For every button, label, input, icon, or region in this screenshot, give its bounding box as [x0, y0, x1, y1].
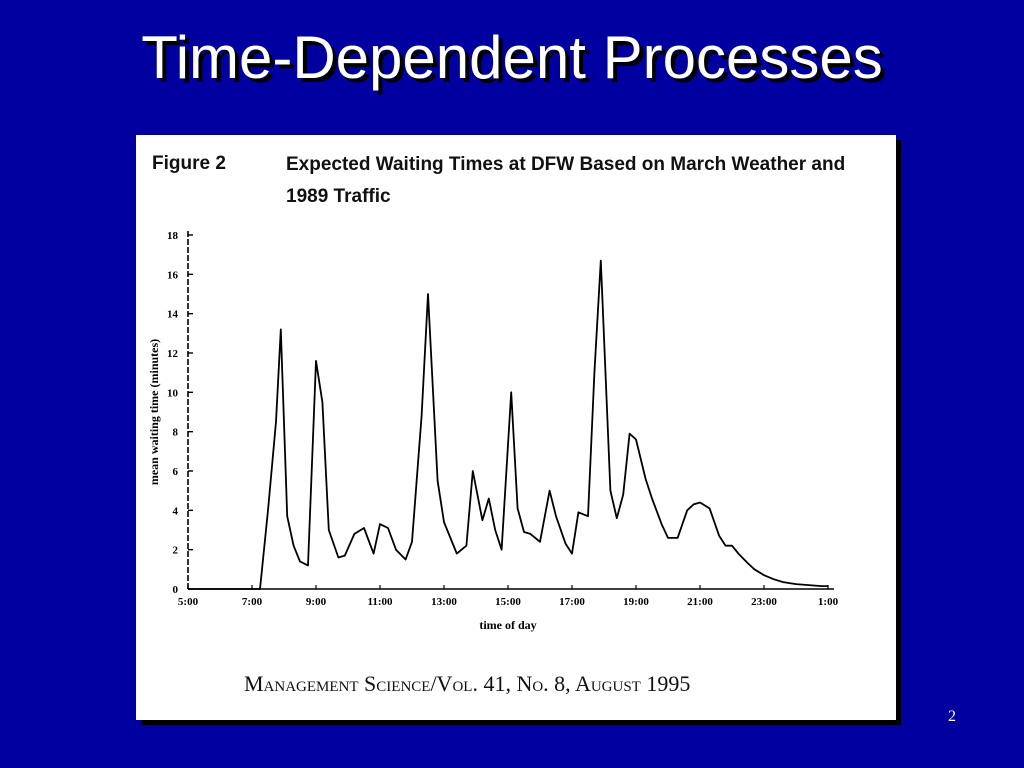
figure-label: Figure 2 — [152, 153, 226, 174]
x-tick-label: 15:00 — [495, 596, 521, 608]
x-tick-label: 7:00 — [242, 596, 263, 608]
figure-panel: Figure 2 Expected Waiting Times at DFW B… — [136, 135, 896, 720]
x-tick-label: 21:00 — [687, 596, 713, 608]
x-tick-label: 9:00 — [306, 596, 327, 608]
x-tick-label: 19:00 — [623, 596, 649, 608]
y-tick-label: 4 — [173, 505, 179, 517]
y-tick-label: 8 — [173, 427, 179, 439]
x-tick-label: 1:00 — [818, 596, 839, 608]
y-axis-label: mean waiting time (minutes) — [147, 339, 161, 485]
y-tick-label: 0 — [173, 584, 179, 596]
y-tick-label: 2 — [173, 545, 179, 557]
page-number: 2 — [948, 708, 956, 725]
figure-caption: Expected Waiting Times at DFW Based on M… — [286, 154, 846, 207]
y-tick-label: 6 — [173, 466, 179, 478]
x-axis-label: time of day — [479, 618, 536, 632]
y-tick-label: 14 — [167, 309, 179, 321]
y-tick-label: 12 — [167, 348, 179, 360]
x-tick-label: 23:00 — [751, 596, 777, 608]
source-citation: Management Science/Vol. 41, No. 8, Augus… — [244, 671, 691, 696]
y-tick-label: 10 — [167, 387, 179, 399]
waiting-time-chart: 0 2 4 6 8 10 12 14 16 18 5:00 7:00 9:00 11:00 13:00 15:… — [147, 230, 839, 632]
slide-title: Time-Dependent Processes — [141, 24, 883, 91]
x-tick-label: 13:00 — [431, 596, 457, 608]
y-tick-label: 16 — [167, 269, 179, 281]
x-tick-label: 11:00 — [367, 596, 393, 608]
x-tick-label: 17:00 — [559, 596, 585, 608]
x-tick-label: 5:00 — [178, 596, 199, 608]
y-tick-label: 18 — [167, 230, 179, 242]
waiting-time-series-line — [188, 259, 828, 590]
